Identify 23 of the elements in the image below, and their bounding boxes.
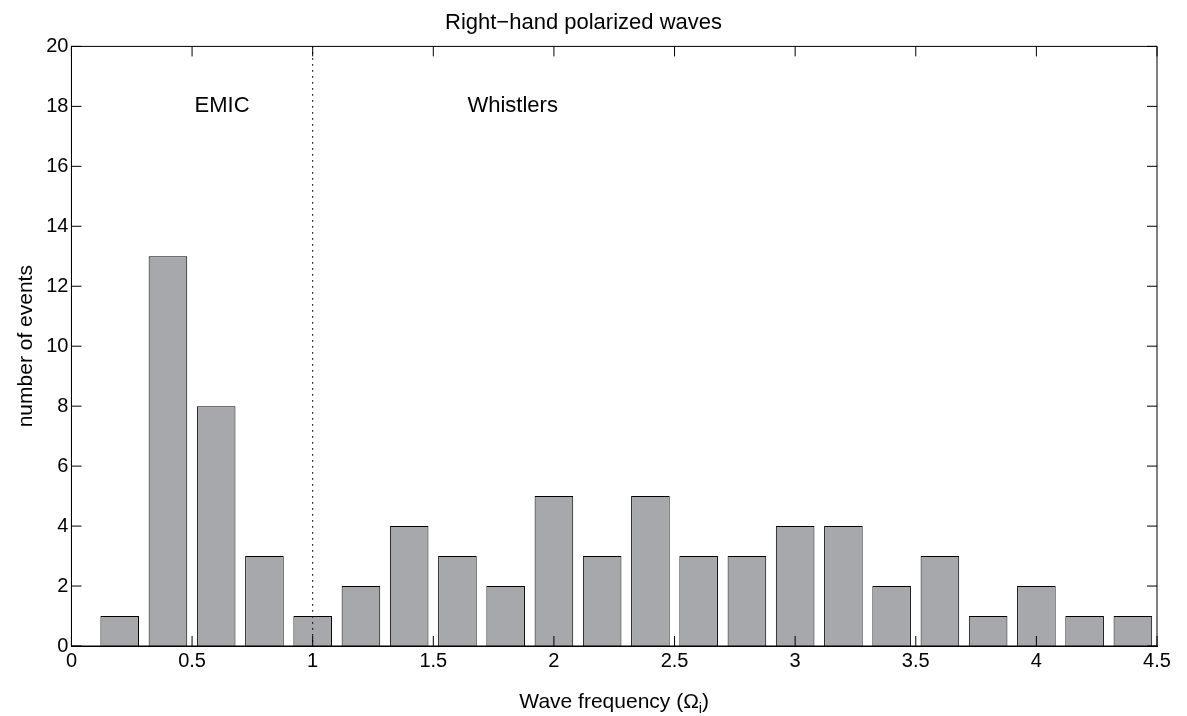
x-tick-label: 1.5 xyxy=(419,648,448,671)
y-tick-label: 2 xyxy=(57,573,69,596)
y-tick-label: 16 xyxy=(46,153,69,176)
y-tick-label: 4 xyxy=(57,513,69,536)
annotation: Whistlers xyxy=(467,92,558,118)
y-tick-label: 14 xyxy=(46,213,69,236)
y-tick-label: 6 xyxy=(57,453,69,476)
x-tick-label: 0.5 xyxy=(178,648,206,671)
x-tick-label: 4 xyxy=(1030,648,1042,671)
x-tick-label: 3.5 xyxy=(901,648,930,671)
y-tick-label: 20 xyxy=(46,33,69,56)
y-tick-label: 8 xyxy=(57,393,69,416)
x-tick-label: 3 xyxy=(789,648,801,671)
y-tick-label: 18 xyxy=(46,93,69,116)
x-tick-label: 1 xyxy=(307,648,319,671)
y-axis-title: number of events xyxy=(13,265,37,428)
x-tick-label: 4.5 xyxy=(1143,648,1171,671)
chart-title: Right−hand polarized waves xyxy=(444,9,723,35)
x-tick-label: 2.5 xyxy=(660,648,689,671)
x-tick-label: 2 xyxy=(548,648,560,671)
annotation: EMIC xyxy=(194,92,250,118)
y-tick-label: 12 xyxy=(46,273,69,296)
y-tick-label: 10 xyxy=(46,333,69,356)
